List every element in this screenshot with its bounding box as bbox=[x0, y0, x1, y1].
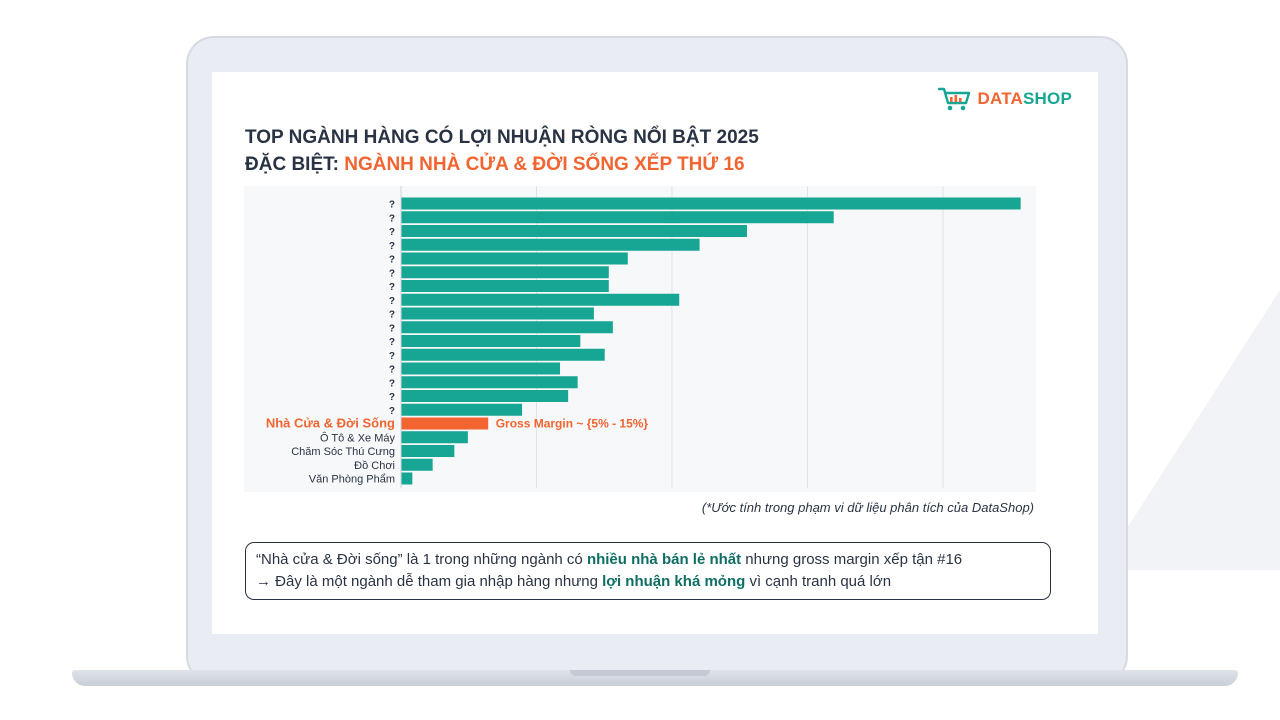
laptop-base bbox=[72, 670, 1238, 686]
category-label: ? bbox=[389, 227, 395, 238]
category-label: ? bbox=[389, 392, 395, 403]
bar bbox=[401, 431, 468, 444]
bar bbox=[401, 458, 433, 471]
insight-line1: “Nhà cửa & Đời sống” là 1 trong những ng… bbox=[256, 549, 1040, 571]
category-label: ? bbox=[389, 351, 395, 362]
title-line1: TOP NGÀNH HÀNG CÓ LỢI NHUẬN RÒNG NỔI BẬT… bbox=[245, 127, 759, 148]
category-label: ? bbox=[389, 255, 395, 266]
laptop-base-notch bbox=[570, 670, 710, 676]
slide: DATASHOP TOP NGÀNH HÀNG CÓ LỢI NHUẬN RÒN… bbox=[212, 72, 1098, 634]
bar bbox=[401, 280, 609, 292]
title-line2-prefix: ĐẶC BIỆT: bbox=[245, 154, 345, 175]
bar bbox=[401, 348, 605, 361]
category-label: ? bbox=[389, 241, 395, 252]
slide-title: TOP NGÀNH HÀNG CÓ LỢI NHUẬN RÒNG NỔI BẬT… bbox=[245, 124, 759, 178]
bar bbox=[401, 390, 569, 402]
bar bbox=[401, 252, 628, 265]
bar bbox=[401, 403, 523, 416]
category-label: ? bbox=[389, 200, 395, 211]
category-label: Đồ Chơi bbox=[354, 460, 395, 472]
category-label: ? bbox=[389, 406, 395, 417]
bar bbox=[401, 362, 561, 375]
bar bbox=[401, 376, 578, 389]
insight-box: “Nhà cửa & Đời sống” là 1 trong những ng… bbox=[245, 542, 1051, 600]
bar bbox=[401, 238, 700, 251]
bar bbox=[401, 197, 1021, 210]
datashop-logo: DATASHOP bbox=[937, 86, 1072, 112]
bar-highlight bbox=[401, 417, 489, 430]
category-label: ? bbox=[389, 296, 395, 307]
insight-line2-c: vì cạnh tranh quá lớn bbox=[745, 573, 892, 590]
insight-line1-a: “Nhà cửa & Đời sống” là 1 trong những ng… bbox=[256, 551, 587, 568]
label-layer: ????????????????Nhà Cửa & Đời Sống Gross … bbox=[266, 200, 649, 486]
logo-wordmark: DATASHOP bbox=[978, 89, 1072, 109]
category-label: Văn Phòng Phẩm bbox=[309, 474, 395, 486]
category-label: ? bbox=[389, 323, 395, 334]
category-label: ? bbox=[389, 268, 395, 279]
category-label: ? bbox=[389, 213, 395, 224]
footnote: (*Ước tính trong phạm vi dữ liệu phân tí… bbox=[701, 500, 1034, 515]
insight-line2: → Đây là một ngành dễ tham gia nhập hàng… bbox=[256, 571, 1040, 593]
insight-line1-c: nhưng gross margin xếp tận #16 bbox=[741, 551, 963, 568]
logo-part1: DATA bbox=[977, 89, 1024, 108]
category-label: ? bbox=[389, 310, 395, 321]
logo-part2: SHOP bbox=[1023, 89, 1072, 108]
gross-margin-annotation: Gross Margin ~ {5% - 15%} bbox=[496, 417, 649, 431]
bar bbox=[401, 293, 680, 306]
category-label: ? bbox=[389, 337, 395, 348]
bar bbox=[401, 211, 834, 224]
insight-line1-b: nhiều nhà bán lẻ nhất bbox=[586, 551, 742, 568]
insight-line2-a: → Đây là một ngành dễ tham gia nhập hàng… bbox=[256, 573, 603, 590]
background-shape bbox=[1100, 290, 1280, 570]
category-label: ? bbox=[389, 282, 395, 293]
category-label: ? bbox=[389, 378, 395, 389]
bar bbox=[401, 266, 609, 279]
bar bbox=[401, 225, 747, 237]
bar-chart: ????????????????Nhà Cửa & Đời Sống Gross … bbox=[244, 186, 1036, 492]
insight-line2-b: lợi nhuận khá mỏng bbox=[602, 573, 746, 590]
bar bbox=[401, 307, 594, 320]
category-label: Ô Tô & Xe Máy bbox=[320, 431, 395, 444]
category-label: ? bbox=[389, 365, 395, 376]
category-label: Chăm Sóc Thú Cưng bbox=[291, 446, 395, 458]
title-line2-accent: NGÀNH NHÀ CỬA & ĐỜI SỐNG XẾP THỨ 16 bbox=[344, 154, 745, 175]
title-line2: ĐẶC BIỆT: NGÀNH NHÀ CỬA & ĐỜI SỐNG XẾP T… bbox=[245, 151, 759, 178]
bar-layer bbox=[401, 197, 1021, 485]
bar bbox=[401, 445, 455, 457]
bar bbox=[401, 321, 613, 334]
bar bbox=[401, 472, 413, 485]
bar bbox=[401, 335, 581, 347]
shopping-cart-icon bbox=[937, 87, 970, 111]
category-label: Nhà Cửa & Đời Sống bbox=[266, 416, 395, 431]
